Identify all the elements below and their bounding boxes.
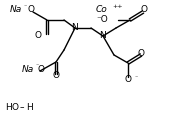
Text: H: H — [26, 104, 33, 112]
Text: Na: Na — [22, 65, 34, 73]
Text: ++: ++ — [112, 4, 122, 9]
Text: O: O — [52, 72, 60, 80]
Text: –: – — [20, 104, 24, 112]
Text: N: N — [100, 31, 106, 40]
Text: O: O — [140, 6, 148, 14]
Text: O: O — [27, 6, 34, 14]
Text: O: O — [38, 65, 45, 75]
Text: ⁻O: ⁻O — [96, 14, 108, 23]
Text: O: O — [138, 48, 144, 58]
Text: ⁻: ⁻ — [135, 77, 138, 82]
Text: O: O — [125, 75, 131, 84]
Text: N: N — [72, 23, 78, 33]
Text: H: H — [5, 104, 12, 112]
Text: Co: Co — [96, 6, 108, 14]
Text: Na: Na — [10, 6, 22, 14]
Text: O: O — [34, 31, 42, 40]
Text: ⁻: ⁻ — [36, 65, 39, 70]
Text: ⁻: ⁻ — [24, 6, 27, 11]
Text: O: O — [11, 104, 18, 112]
